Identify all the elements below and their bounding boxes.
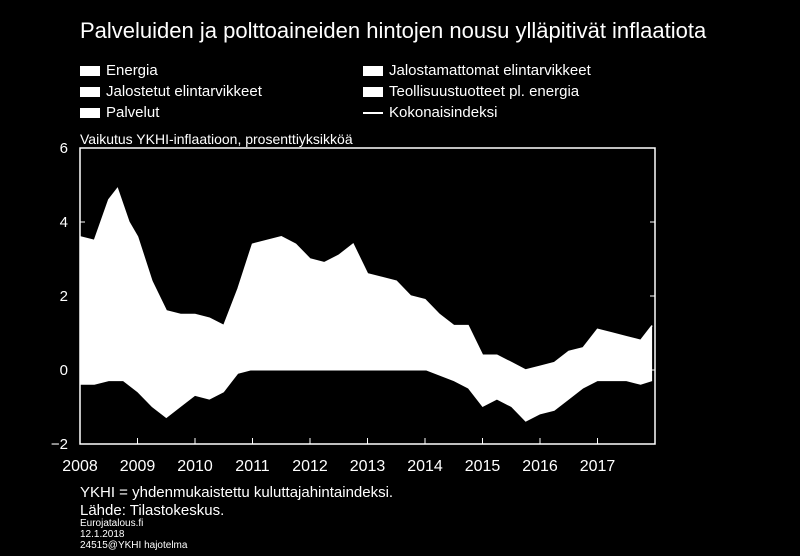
y-tick-label: 6 <box>60 140 68 157</box>
note-source: Lähde: Tilastokeskus. <box>80 502 225 519</box>
y-axis-label: Vaikutus YKHI-inflaatioon, prosenttiyksi… <box>80 131 353 147</box>
x-tick-label: 2014 <box>407 458 443 475</box>
y-ticks: −2 0 2 4 6 <box>51 140 655 453</box>
legend-swatch-jalostetut <box>80 87 100 97</box>
legend-label: Jalostamattomat elintarvikkeet <box>389 62 591 79</box>
x-tick-label: 2011 <box>235 458 270 475</box>
x-ticks: 2008 2009 2010 2011 2012 2013 2014 2015 2016 2017 <box>62 438 656 475</box>
y-tick-label: 2 <box>60 288 68 305</box>
x-tick-label: 2016 <box>522 458 558 475</box>
x-tick-label: 2008 <box>62 458 98 475</box>
line-kokonaisindeksi <box>79 187 653 371</box>
x-tick-label: 2013 <box>350 458 386 475</box>
y-tick-label: 4 <box>60 214 68 231</box>
legend-label: Palvelut <box>106 104 160 121</box>
x-tick-label: 2010 <box>177 458 213 475</box>
legend-line-kokonaisindeksi <box>363 112 383 114</box>
legend-swatch-palvelut <box>80 108 100 118</box>
x-tick-label: 2012 <box>292 458 328 475</box>
x-tick-label: 2017 <box>580 458 616 475</box>
legend-label: Kokonaisindeksi <box>389 104 498 121</box>
legend-swatch-jalostamattomat <box>363 66 383 76</box>
legend-swatch-teollisuus <box>363 87 383 97</box>
chart-marks <box>79 187 655 422</box>
chart-title: Palveluiden ja polttoaineiden hintojen n… <box>80 18 707 43</box>
legend-label: Teollisuustuotteet pl. energia <box>389 83 580 100</box>
source-info: Eurojatalous.fi 12.1.2018 24515@YKHI haj… <box>80 518 187 551</box>
source-date: 12.1.2018 <box>80 529 125 540</box>
legend-label: Jalostetut elintarvikkeet <box>106 83 262 100</box>
x-tick-label: 2015 <box>465 458 501 475</box>
y-tick-label: −2 <box>51 436 68 453</box>
x-tick-label: 2009 <box>120 458 156 475</box>
area-contributions <box>80 188 653 422</box>
note-ykhi: YKHI = yhdenmukaistettu kuluttajahintain… <box>80 484 394 501</box>
legend-label: Energia <box>106 62 158 79</box>
y-tick-label: 0 <box>60 362 68 379</box>
notes: YKHI = yhdenmukaistettu kuluttajahintain… <box>80 484 393 520</box>
source-id: 24515@YKHI hajotelma <box>80 540 188 551</box>
source-site: Eurojatalous.fi <box>80 518 144 529</box>
legend-swatch-energia <box>80 66 100 76</box>
